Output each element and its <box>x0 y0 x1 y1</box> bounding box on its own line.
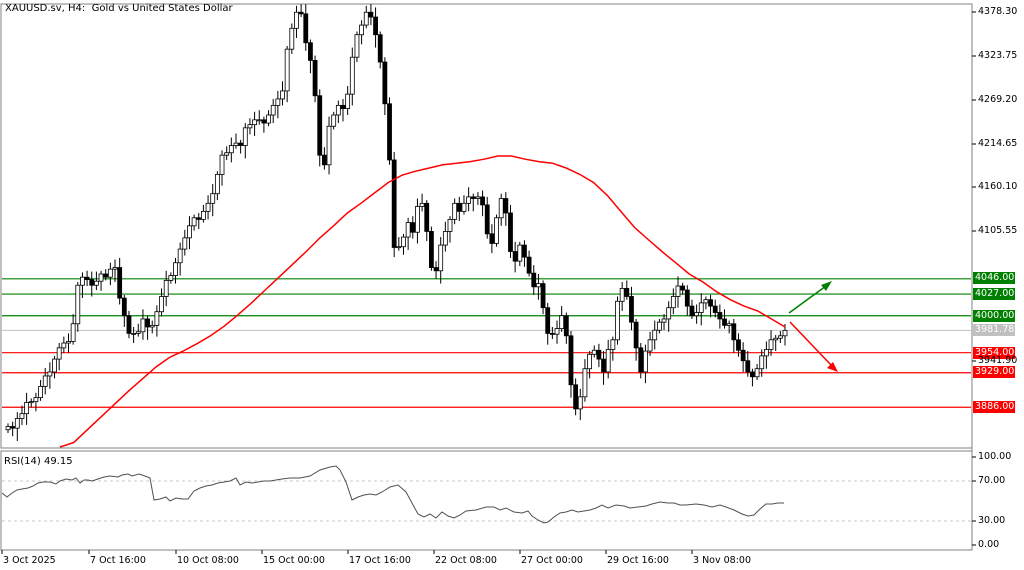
time-label: 3 Nov 08:00 <box>693 555 752 566</box>
price-label: 4269.20 <box>978 94 1018 105</box>
rsi-line <box>1 465 784 524</box>
time-label: 15 Oct 00:00 <box>263 555 325 566</box>
rsi-axis-label: 30.00 <box>978 515 1006 526</box>
current-price-tag: 3981.78 <box>973 324 1015 336</box>
rsi-axis-label: 70.00 <box>978 475 1006 486</box>
time-axis-ticks <box>1 550 693 554</box>
resistance-tag-4046: 4046.00 <box>973 272 1015 284</box>
support-tag-3954: 3954.00 <box>973 347 1015 359</box>
up-arrow-scenario <box>788 281 832 314</box>
support-tag-3929: 3929.00 <box>973 366 1015 378</box>
time-label: 29 Oct 16:00 <box>607 555 669 566</box>
rsi-axis-label: 0.00 <box>978 539 1000 550</box>
candlesticks <box>5 4 788 441</box>
bid-price-label: 3941.90 <box>978 355 1018 366</box>
price-axis-ticks <box>972 11 976 546</box>
time-label: 17 Oct 16:00 <box>349 555 411 566</box>
chart-title: XAUUSD.sv, H4: Gold vs United States Dol… <box>5 3 233 14</box>
down-arrow-scenario <box>789 321 838 372</box>
time-label: 3 Oct 2025 <box>3 555 56 566</box>
resistance-tag-4027: 4027.00 <box>973 288 1015 300</box>
price-label: 4323.75 <box>978 50 1018 61</box>
price-label: 4378.30 <box>978 6 1018 17</box>
price-label: 4214.65 <box>978 138 1018 149</box>
rsi-axis-label: 100.00 <box>978 451 1012 462</box>
time-label: 10 Oct 08:00 <box>177 555 239 566</box>
price-label: 4105.55 <box>978 225 1018 236</box>
horizontal-levels <box>2 278 971 408</box>
rsi-panel-frame <box>0 450 973 551</box>
time-label: 22 Oct 08:00 <box>435 555 497 566</box>
support-tag-3886: 3886.00 <box>973 401 1015 413</box>
rsi-indicator-label: RSI(14) 49.15 <box>4 456 73 467</box>
time-label: 27 Oct 00:00 <box>521 555 583 566</box>
resistance-tag-4000: 4000.00 <box>973 310 1015 322</box>
time-label: 7 Oct 16:00 <box>90 555 146 566</box>
price-label: 4160.10 <box>978 181 1018 192</box>
moving-average-line <box>59 155 786 448</box>
